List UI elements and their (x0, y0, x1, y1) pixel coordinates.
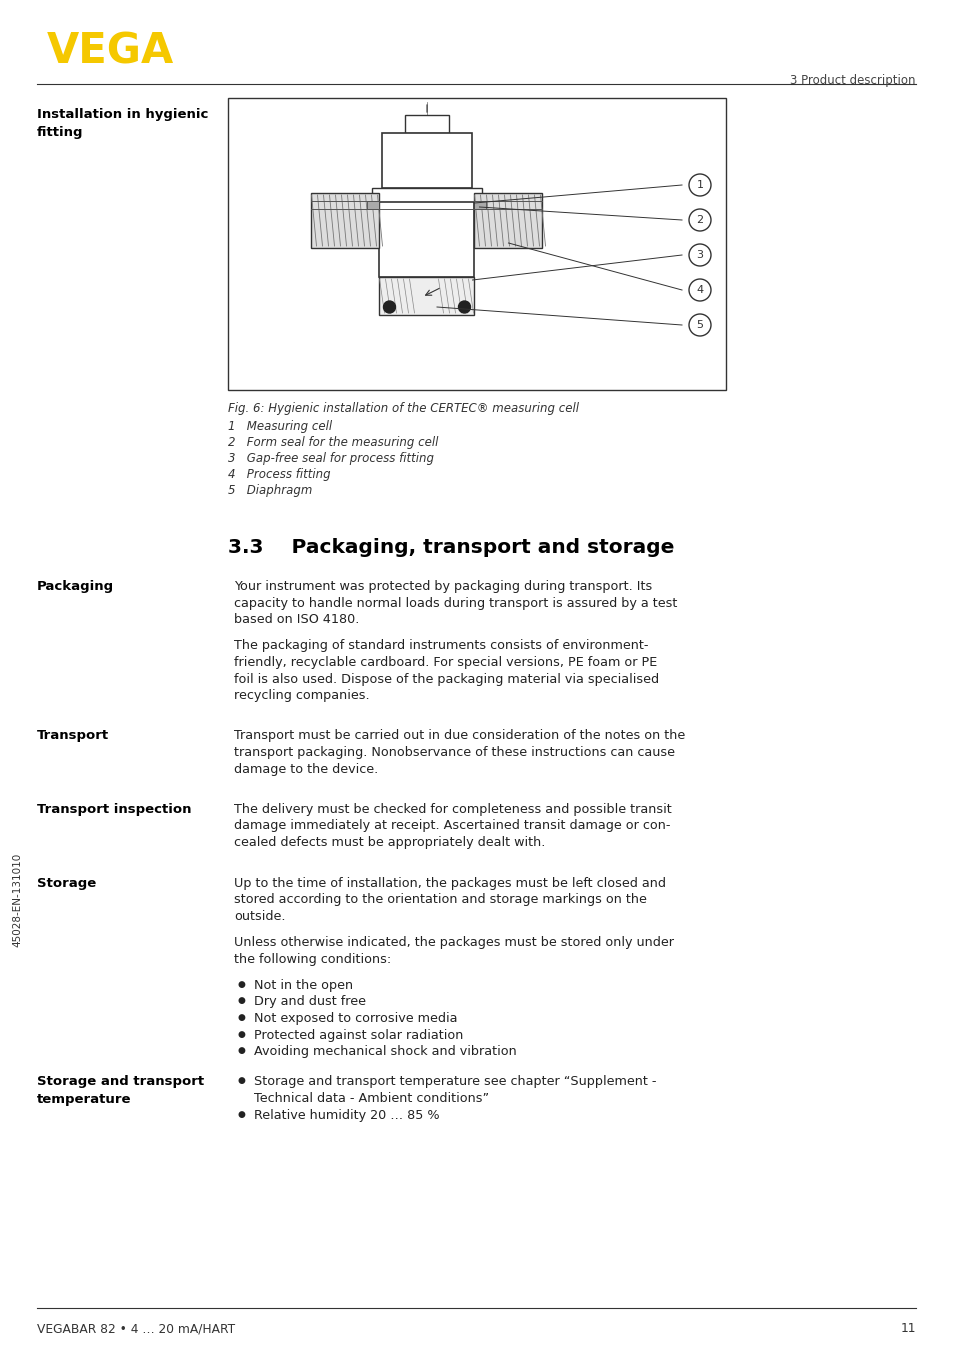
Text: friendly, recyclable cardboard. For special versions, PE foam or PE: friendly, recyclable cardboard. For spec… (233, 655, 657, 669)
Bar (379, 278, 474, 315)
Text: Avoiding mechanical shock and vibration: Avoiding mechanical shock and vibration (253, 1045, 517, 1057)
Text: The packaging of standard instruments consists of environment-: The packaging of standard instruments co… (233, 639, 648, 653)
Text: outside.: outside. (233, 910, 285, 922)
Circle shape (383, 301, 395, 313)
Text: Transport must be carried out in due consideration of the notes on the: Transport must be carried out in due con… (233, 730, 684, 742)
Text: Technical data - Ambient conditions”: Technical data - Ambient conditions” (253, 1091, 489, 1105)
Text: Dry and dust free: Dry and dust free (253, 995, 366, 1009)
Text: capacity to handle normal loads during transport is assured by a test: capacity to handle normal loads during t… (233, 597, 677, 609)
Text: Packaging: Packaging (37, 580, 114, 593)
Text: foil is also used. Dispose of the packaging material via specialised: foil is also used. Dispose of the packag… (233, 673, 659, 685)
Text: 2   Form seal for the measuring cell: 2 Form seal for the measuring cell (228, 436, 438, 450)
Bar (379, 202, 474, 278)
Text: based on ISO 4180.: based on ISO 4180. (233, 613, 359, 626)
Text: ●: ● (237, 1029, 246, 1039)
Circle shape (688, 314, 710, 336)
Circle shape (688, 244, 710, 265)
Text: 3: 3 (696, 250, 702, 260)
Text: 3.3    Packaging, transport and storage: 3.3 Packaging, transport and storage (228, 538, 674, 556)
Text: ●: ● (237, 1076, 246, 1086)
Text: 2: 2 (696, 215, 702, 225)
Text: ●: ● (237, 1109, 246, 1118)
Text: 5   Diaphragm: 5 Diaphragm (228, 483, 312, 497)
Bar (312, 194, 379, 248)
Text: Protected against solar radiation: Protected against solar radiation (253, 1029, 463, 1041)
Bar (405, 115, 449, 133)
Circle shape (688, 175, 710, 196)
Text: transport packaging. Nonobservance of these instructions can cause: transport packaging. Nonobservance of th… (233, 746, 675, 760)
Text: recycling companies.: recycling companies. (233, 689, 369, 701)
Circle shape (458, 301, 470, 313)
Text: 1   Measuring cell: 1 Measuring cell (228, 420, 332, 433)
Text: 11: 11 (900, 1322, 915, 1335)
Text: VEGA: VEGA (47, 30, 174, 72)
Text: stored according to the orientation and storage markings on the: stored according to the orientation and … (233, 894, 646, 906)
Text: ●: ● (237, 1047, 246, 1055)
Circle shape (688, 279, 710, 301)
Text: Storage and transport temperature see chapter “Supplement -: Storage and transport temperature see ch… (253, 1075, 656, 1089)
Text: Up to the time of installation, the packages must be left closed and: Up to the time of installation, the pack… (233, 876, 665, 890)
Text: Relative humidity 20 … 85 %: Relative humidity 20 … 85 % (253, 1109, 439, 1121)
Text: Transport: Transport (37, 730, 109, 742)
Text: 3 Product description: 3 Product description (790, 74, 915, 87)
Text: VEGABAR 82 • 4 … 20 mA/HART: VEGABAR 82 • 4 … 20 mA/HART (37, 1322, 234, 1335)
Text: Installation in hygienic
fitting: Installation in hygienic fitting (37, 108, 208, 139)
Text: 1: 1 (696, 180, 702, 190)
Text: Storage and transport
temperature: Storage and transport temperature (37, 1075, 204, 1106)
Text: Your instrument was protected by packaging during transport. Its: Your instrument was protected by packagi… (233, 580, 652, 593)
Text: ●: ● (237, 997, 246, 1006)
Text: Unless otherwise indicated, the packages must be stored only under: Unless otherwise indicated, the packages… (233, 936, 673, 949)
Text: Transport inspection: Transport inspection (37, 803, 192, 816)
Text: 4   Process fitting: 4 Process fitting (228, 468, 331, 481)
Bar (474, 194, 542, 248)
Bar (367, 200, 379, 209)
Bar (228, 97, 725, 390)
Bar (474, 200, 486, 209)
Text: Storage: Storage (37, 876, 96, 890)
Text: ●: ● (237, 1013, 246, 1022)
Text: ●: ● (237, 980, 246, 988)
Text: 3   Gap-free seal for process fitting: 3 Gap-free seal for process fitting (228, 452, 434, 464)
Text: The delivery must be checked for completeness and possible transit: The delivery must be checked for complet… (233, 803, 671, 816)
Text: 5: 5 (696, 320, 702, 330)
Text: 4: 4 (696, 284, 702, 295)
Text: the following conditions:: the following conditions: (233, 952, 391, 965)
Circle shape (688, 209, 710, 232)
Text: Not in the open: Not in the open (253, 979, 353, 992)
Text: cealed defects must be appropriately dealt with.: cealed defects must be appropriately dea… (233, 835, 545, 849)
Text: Fig. 6: Hygienic installation of the CERTEC® measuring cell: Fig. 6: Hygienic installation of the CER… (228, 402, 578, 414)
Text: damage immediately at receipt. Ascertained transit damage or con-: damage immediately at receipt. Ascertain… (233, 819, 670, 833)
Text: Not exposed to corrosive media: Not exposed to corrosive media (253, 1011, 457, 1025)
Bar (372, 188, 481, 202)
Text: 45028-EN-131010: 45028-EN-131010 (12, 853, 22, 948)
Bar (381, 133, 472, 188)
Text: damage to the device.: damage to the device. (233, 762, 377, 776)
